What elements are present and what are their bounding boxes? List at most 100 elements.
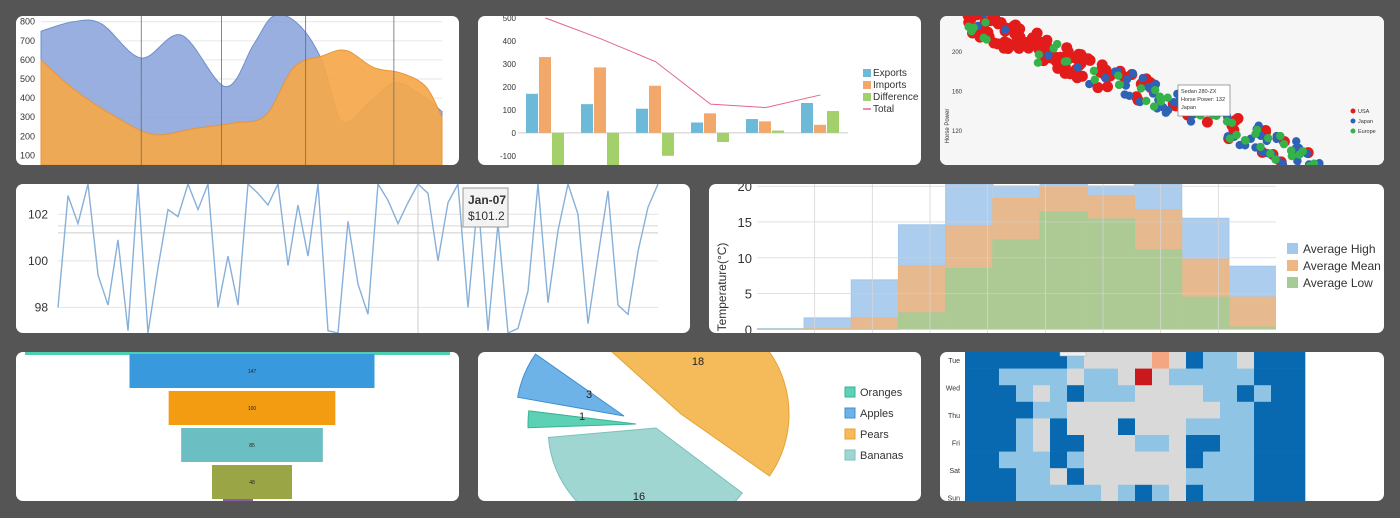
step-average-low (945, 268, 993, 330)
legend-label: Average Low (1303, 276, 1373, 290)
heatmap-cell (1254, 368, 1272, 386)
legend-label: Japan (1358, 119, 1373, 125)
bar-difference (662, 132, 674, 156)
y-tick-label: 10 (738, 251, 752, 266)
step-average-mean (1228, 297, 1276, 330)
heatmap-cell (1152, 418, 1170, 436)
scatter-point-europe (1263, 133, 1273, 143)
scatter-point-usa (1026, 32, 1038, 44)
tooltip-text: Horse Power: 132 (1181, 97, 1225, 103)
heatmap-cell (1254, 352, 1272, 369)
heatmap-cell (1050, 484, 1068, 501)
heatmap-cell (1050, 451, 1068, 469)
heatmap-cell (1288, 352, 1306, 369)
scatter-point-japan (1121, 81, 1131, 90)
line-total (545, 17, 821, 109)
heatmap-cell (999, 418, 1017, 436)
heatmap-cell (1203, 401, 1221, 419)
heatmap-cell (1203, 385, 1221, 403)
heatmap-cell (1016, 451, 1034, 469)
temperature-chart-panel: 0 5 10 15 20 Temperature(°C) Average High Avera… (709, 184, 1384, 333)
legend-swatch (1350, 128, 1356, 134)
heatmap-cell (1084, 385, 1102, 403)
heatmap-cell (1050, 468, 1068, 486)
pie-slice-label: 3 (586, 389, 592, 401)
legend-swatch (1287, 260, 1298, 271)
heatmap-cell (1135, 352, 1153, 369)
legend-swatch (1287, 277, 1298, 288)
legend-label: Total (873, 104, 894, 115)
heatmap-cell (999, 401, 1017, 419)
heatmap-cell (1169, 385, 1187, 403)
heatmap-cell (1254, 484, 1272, 501)
scatter-chart: 120 160 200 Horse Power Sedan 280-ZX Horse Po… (940, 16, 1384, 165)
heatmap-cell (1169, 468, 1187, 486)
heatmap-cell (1067, 451, 1085, 469)
row-label: Thu (948, 413, 960, 420)
heatmap-cell (1288, 418, 1306, 436)
heatmap-cell (1135, 484, 1153, 501)
heatmap-cell (1169, 368, 1187, 386)
heatmap-cell (1152, 385, 1170, 403)
scatter-point-europe (969, 23, 978, 32)
scatter-point-europe (1298, 147, 1307, 156)
y-tick-label: 15 (738, 215, 752, 230)
heatmap-cell (1135, 385, 1153, 403)
heatmap-cell (1084, 401, 1102, 419)
scatter-point-japan (1000, 25, 1010, 35)
heatmap-cell (1237, 451, 1255, 469)
scatter-point-japan (1144, 82, 1153, 92)
heatmap-cell (1237, 484, 1255, 501)
heatmap-cell (1084, 451, 1102, 469)
legend-label: USA (1358, 109, 1370, 115)
heatmap-cell (1254, 435, 1272, 452)
heatmap-cell (1203, 468, 1221, 486)
y-tick-label: 5 (745, 287, 752, 302)
scatter-point-japan (1101, 73, 1110, 83)
y-tick-label: 120 (952, 129, 963, 135)
scatter-point-europe (1163, 93, 1172, 102)
heatmap-cell (999, 368, 1017, 386)
heatmap-cell (1237, 352, 1255, 369)
heatmap-cell (965, 418, 983, 436)
heatmap-cell (1033, 418, 1051, 436)
funnel-bottom-stage (223, 499, 253, 501)
scatter-point-usa (1102, 81, 1114, 93)
bar-imports (814, 124, 826, 133)
row-label: Tue (948, 358, 960, 365)
heatmap-cell (1050, 385, 1068, 403)
funnel-stage (181, 428, 323, 462)
heatmap-cell (1084, 368, 1102, 386)
heatmap-cell (1203, 418, 1221, 436)
heatmap-cell (965, 401, 983, 419)
funnel-stage (129, 354, 375, 388)
y-tick-label: 200 (503, 83, 517, 92)
heatmap-cell (1118, 418, 1136, 436)
scatter-point-europe (1136, 84, 1146, 93)
y-tick-label: 800 (20, 17, 35, 27)
row-label: Sun (948, 496, 961, 502)
heatmap-cell (1118, 435, 1136, 452)
y-tick-label: 100 (28, 254, 48, 268)
legend-swatch (1287, 243, 1298, 254)
scatter-point-europe (1115, 80, 1124, 89)
funnel-stage-label: 85 (249, 443, 255, 449)
scatter-point-japan (1278, 159, 1288, 165)
scatter-point-europe (1256, 142, 1265, 152)
heatmap-cell (1254, 385, 1272, 403)
y-tick-label: 500 (20, 74, 35, 84)
combo-chart-panel: -100 0 100 200 300 400 500 Exports Imports Differ… (478, 16, 921, 165)
y-tick-label: 200 (20, 131, 35, 141)
scatter-point-japan (1073, 63, 1083, 72)
heatmap-cell (1152, 468, 1170, 486)
y-tick-label: 160 (952, 90, 963, 96)
heatmap-cell (1101, 484, 1119, 501)
heatmap-cell (965, 468, 983, 486)
y-tick-label: 500 (503, 16, 517, 23)
scatter-point-europe (1252, 125, 1262, 135)
heatmap-cell (1254, 468, 1272, 486)
heatmap-cell (1237, 435, 1255, 452)
heatmap-cell (1101, 352, 1119, 369)
heatmap-cell (1033, 435, 1051, 452)
heatmap-cell (1169, 401, 1187, 419)
